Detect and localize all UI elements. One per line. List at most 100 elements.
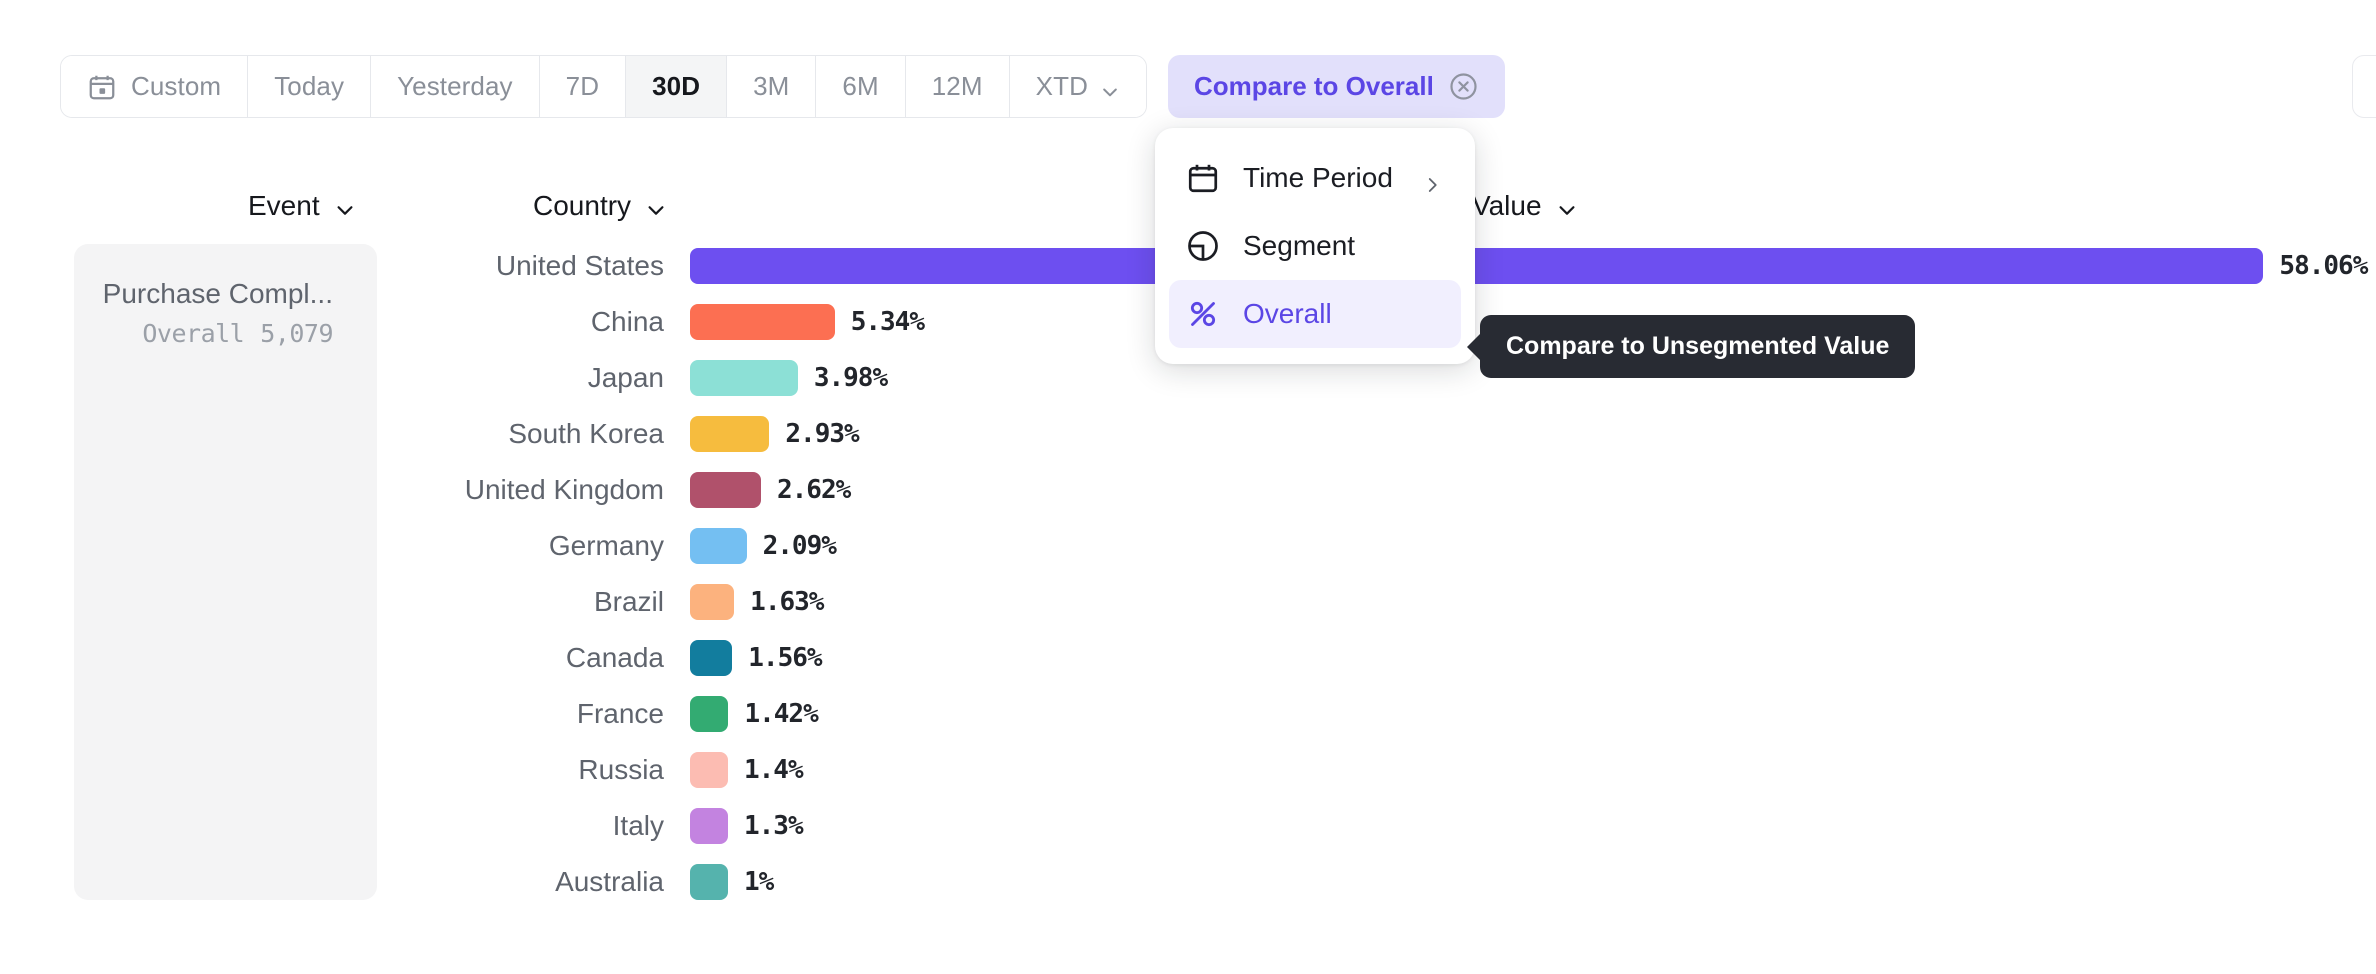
menu-item-time-period-label: Time Period [1243,162,1393,193]
compare-to-overall-chip[interactable]: Compare to Overall [1167,55,1505,118]
bar-row[interactable]: Italy 1.3% [0,798,2376,854]
bar-segment[interactable] [690,304,835,340]
range-label-30d: 30D [652,71,701,101]
bar-value-label: 5.34% [850,307,925,337]
pie-chart-icon [1185,228,1221,264]
bar-row-label: South Korea [508,418,664,449]
menu-item-time-period[interactable]: Time Period [1169,144,1461,212]
bar-row[interactable]: Brazil 1.63% [0,574,2376,630]
chevron-down-icon [334,196,356,218]
calendar-icon [87,72,117,102]
bar-row-value-group: 1.56% [690,640,2376,676]
bar-row[interactable]: United States 58.06% [0,238,2376,294]
range-label-6m: 6M [842,71,879,101]
bar-value-label: 1.63% [750,587,824,617]
bar-segment[interactable] [690,248,2264,284]
menu-item-overall[interactable]: Overall [1169,280,1461,348]
bar-row-label: Brazil [593,586,664,617]
bar-segment[interactable] [690,640,733,676]
bar-value-label: 2.09% [762,531,837,561]
column-header-country[interactable]: Country [533,190,667,222]
bar-row[interactable]: Russia 1.4% [0,742,2376,798]
range-button-yesterday[interactable]: Yesterday [371,56,540,117]
country-bar-chart: United States 58.06% China 5.34% Japan 3.98% S… [0,238,2376,910]
bar-value-label: 1.4% [744,755,804,785]
bar-segment[interactable] [690,584,735,620]
bar-row[interactable]: Canada 1.56% [0,630,2376,686]
range-label-yesterday: Yesterday [397,71,513,101]
bar-row-value-group: 2.09% [690,528,2376,564]
x-circle-icon[interactable] [1448,71,1479,102]
range-button-xtd[interactable]: XTD [1009,56,1146,117]
bar-row-label: United Kingdom [464,474,664,505]
range-button-30d[interactable]: 30D [626,56,728,117]
bar-row-value-group: 1% [690,864,2376,900]
bar-segment[interactable] [690,360,798,396]
bar-row-label: United States [495,250,664,281]
calendar-icon [1185,160,1221,196]
bar-row-label: France [576,698,664,729]
bar-row[interactable]: China 5.34% [0,294,2376,350]
bar-value-label: 2.93% [785,419,859,449]
range-button-6m[interactable]: 6M [816,56,906,117]
range-button-7d[interactable]: 7D [539,56,627,117]
bar-row[interactable]: Germany 2.09% [0,518,2376,574]
bar-segment[interactable] [690,528,747,564]
column-header-value[interactable]: Value [1472,190,1578,222]
date-range-toolbar: Custom Today Yesterday 7D 30D 3M 6M 12M [60,55,1505,118]
range-label-custom: Custom [131,71,222,101]
bar-value-label: 3.98% [813,363,888,393]
bar-row-value-group: 3.98% [690,360,2376,396]
bar-row-value-group: 1.42% [690,696,2376,732]
bar-row-label: Russia [578,754,664,785]
bar-segment[interactable] [690,416,770,452]
bar-value-label: 1.3% [744,811,804,841]
range-label-today: Today [274,71,345,101]
menu-item-segment[interactable]: Segment [1169,212,1461,280]
range-button-today[interactable]: Today [248,56,372,117]
bar-row[interactable]: Australia 1% [0,854,2376,910]
range-button-12m[interactable]: 12M [905,56,1010,117]
bar-row[interactable]: United Kingdom 2.62% [0,462,2376,518]
menu-item-segment-label: Segment [1243,230,1356,261]
bar-value-label: 2.62% [777,475,851,505]
bar-row-value-group: 1.4% [690,752,2376,788]
range-button-3m[interactable]: 3M [727,56,817,117]
bar-row-label: China [590,306,664,337]
range-label-12m: 12M [931,71,983,101]
bar-row-value-group: 1.63% [690,584,2376,620]
event-card-overall-label: Overall [142,319,245,348]
bar-segment[interactable] [690,752,728,788]
event-card[interactable]: Purchase Compl... Overall 5,079 [74,244,377,900]
chevron-down-icon [1556,196,1578,218]
bar-row-label: Australia [555,866,664,897]
bar-segment[interactable] [690,864,728,900]
chevron-right-icon [1423,169,1441,192]
column-header-event[interactable]: Event [248,190,356,222]
range-button-custom[interactable]: Custom [61,56,249,117]
bar-row-value-group: 2.93% [690,416,2376,452]
range-label-3m: 3M [753,71,790,101]
bar-row[interactable]: South Korea 2.93% [0,406,2376,462]
edge-clipped-button[interactable] [2352,55,2376,118]
column-header-value-label: Value [1472,190,1542,221]
bar-segment[interactable] [690,472,761,508]
bar-row-label: Italy [612,810,664,841]
compare-dropdown-menu: Time Period Segment [1155,128,1475,364]
bar-row-value-group: 5.34% [690,304,2376,340]
bar-segment[interactable] [690,696,729,732]
bar-value-label: 1.42% [744,699,818,729]
chevron-down-icon [1100,78,1120,98]
event-card-title: Purchase Compl... [102,278,333,309]
column-header-country-label: Country [533,190,632,221]
bar-row[interactable]: Japan 3.98% [0,350,2376,406]
bar-segment[interactable] [690,808,728,844]
bar-row-label: Canada [565,642,664,673]
bar-row-label: Japan [587,362,664,393]
bar-value-label: 58.06% [2279,251,2368,281]
bar-row[interactable]: France 1.42% [0,686,2376,742]
percent-icon [1185,296,1221,332]
chevron-down-icon [645,196,667,218]
event-card-overall: Overall 5,079 [74,319,377,348]
